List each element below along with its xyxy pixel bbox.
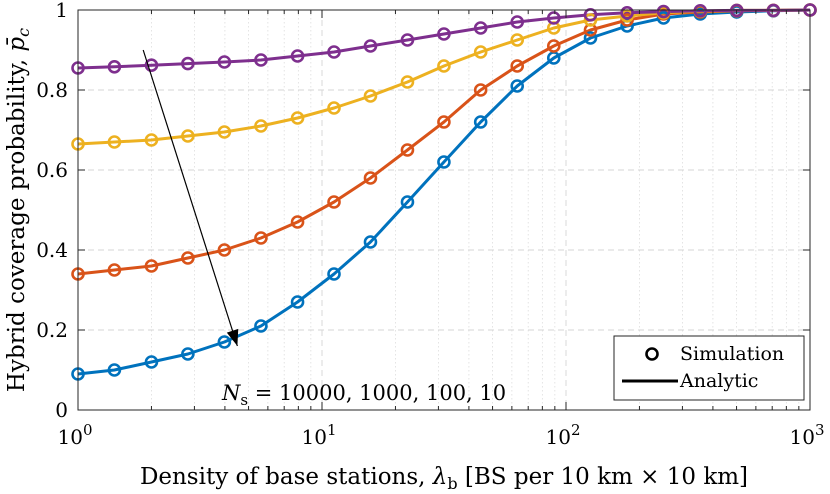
data-point [144,355,159,369]
data-point [327,101,341,115]
series-line [77,8,811,376]
data-point [473,45,488,59]
data-point [473,115,488,129]
data-point [254,53,268,67]
data-point [327,195,341,209]
data-point [656,11,671,25]
data-point [290,111,305,125]
data-point [254,319,268,333]
y-tick-label: 0.8 [36,78,68,102]
x-tick-label: 100 [58,421,93,449]
data-point [620,6,634,20]
data-point [546,39,561,53]
data-point [144,133,159,147]
y-tick-label: 1 [55,0,68,22]
legend-label: Analytic [679,370,758,392]
data-point [583,8,598,22]
data-point [254,231,268,245]
data-point [620,13,634,27]
annotation-text: Ns = 10000, 1000, 100, 10 [221,381,506,409]
legend-marker-circle [645,347,659,361]
data-point [363,235,378,249]
data-point [510,15,525,29]
y-tick-label: 0 [55,398,68,422]
series-line [77,8,811,70]
data-point [217,55,232,69]
x-tick-label: 103 [790,421,825,449]
data-point [363,89,378,103]
data-point [217,335,232,349]
data-point [510,33,525,47]
data-point [400,75,415,89]
data-point [254,119,268,133]
data-point [437,27,451,41]
data-point [217,125,232,139]
data-point [437,59,451,73]
data-point [510,59,525,73]
data-point [583,13,598,27]
x-tick-label: 101 [302,421,337,449]
series-layer [71,3,817,381]
data-point [107,363,122,377]
data-point [107,135,122,149]
annotation-arrow-shaft [142,49,238,347]
data-point [363,171,378,185]
y-tick-label: 0.2 [36,318,68,342]
legend-box [613,335,805,401]
data-point [546,11,561,25]
data-point [290,49,305,63]
data-point [181,129,195,143]
axis-ticks: 0 0.2 0.4 0.6 0.8 1 100 101 102 103 [36,0,824,449]
data-point [107,60,122,74]
data-point [363,39,378,53]
data-point [656,4,671,19]
y-tick-label: 0.6 [36,158,68,182]
data-point [693,4,708,18]
y-tick-label: 0.4 [36,238,68,262]
data-point [400,33,415,47]
x-tick-label: 102 [546,421,581,449]
data-point [510,79,525,93]
legend: Simulation Analytic [613,335,805,401]
data-point [400,143,415,157]
data-point [473,21,488,35]
data-point [583,31,598,45]
data-point [290,215,305,229]
plot-frame [77,9,811,411]
data-point [181,251,195,265]
data-point [107,263,122,277]
data-point [290,295,305,309]
data-point [437,115,451,129]
data-point [327,45,341,59]
y-axis-label: Hybrid coverage probability, p̄c [4,28,33,392]
annotation-group: Ns = 10000, 1000, 100, 10 [142,49,506,409]
x-axis-label: Density of base stations, λb [BS per 10 … [140,464,748,493]
data-point [400,195,415,209]
data-point [144,58,159,72]
data-point [217,243,232,257]
legend-label: Simulation [680,343,784,365]
data-point [327,267,341,281]
data-point [144,259,159,273]
annotation-arrow-head [226,328,239,346]
data-point [437,155,451,169]
data-point [181,56,195,71]
data-point [473,83,488,97]
data-point [181,347,195,361]
